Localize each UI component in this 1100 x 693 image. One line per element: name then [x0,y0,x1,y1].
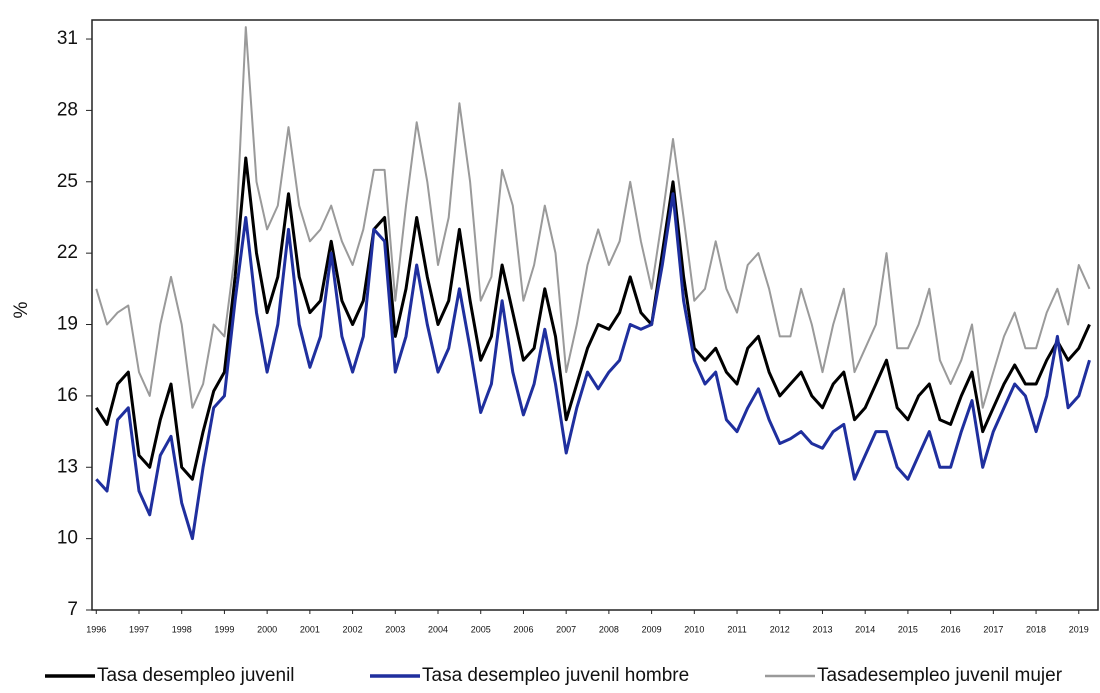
y-tick-label: 13 [57,456,78,477]
y-axis-label: % [11,301,32,318]
x-tick-label: 2016 [941,624,961,634]
plot-frame [91,19,1099,611]
x-tick-label: 2002 [343,624,363,634]
x-tick-label: 2015 [898,624,918,634]
x-tick-label: 1998 [172,624,192,634]
x-tick-label: 2005 [471,624,491,634]
x-tick-label: 2004 [428,624,448,634]
x-tick-label: 2011 [727,624,746,634]
y-tick-label: 10 [57,528,78,549]
x-tick-label: 2010 [684,624,704,634]
series-line [95,156,1091,481]
x-tick-label: 2007 [556,624,576,634]
x-tick-label: 2006 [513,624,533,634]
x-tick-label: 2000 [257,624,277,634]
y-tick-label: 28 [57,99,78,120]
x-tick-label: 1996 [86,624,106,634]
y-tick-label: 19 [57,314,78,335]
x-tick-label: 2019 [1069,624,1089,634]
x-tick-label: 2013 [812,624,832,634]
y-tick-label: 7 [67,599,78,620]
x-tick-label: 2001 [300,624,320,634]
y-tick-label: 22 [57,242,78,263]
legend-label: Tasa desempleo juvenil hombre [422,665,689,686]
x-tick-label: 1997 [129,624,149,634]
legend-label: Tasadesempleo juvenil mujer [817,665,1063,686]
y-tick-label: 31 [57,28,78,49]
x-tick-label: 2012 [770,624,790,634]
legend-label: Tasa desempleo juvenil [97,665,295,686]
x-tick-label: 1999 [214,624,234,634]
x-tick-label: 2009 [642,624,662,634]
x-tick-label: 2017 [983,624,1003,634]
series-line [95,26,1091,409]
x-tick-label: 2003 [385,624,405,634]
x-tick-label: 2018 [1026,624,1046,634]
x-tick-label: 2014 [855,624,875,634]
x-tick-label: 2008 [599,624,619,634]
y-tick-label: 25 [57,171,78,192]
y-tick-label: 16 [57,385,78,406]
series-line [95,192,1091,541]
